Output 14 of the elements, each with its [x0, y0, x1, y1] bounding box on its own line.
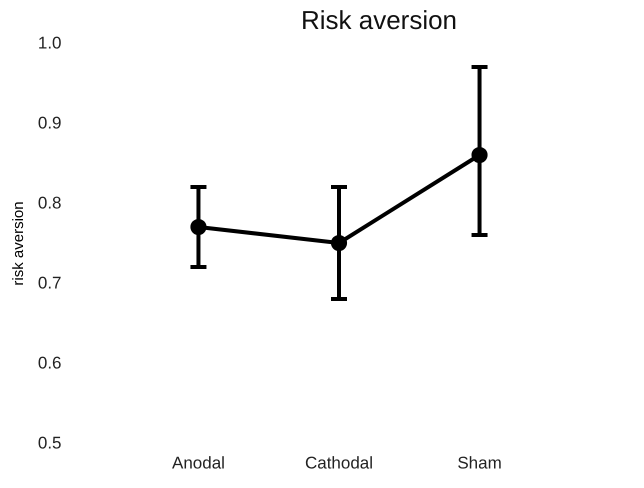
x-tick-label: Sham: [457, 454, 502, 472]
y-axis-title: risk aversion: [10, 201, 27, 286]
y-tick-label: 0.7: [38, 274, 62, 292]
y-tick-label: 0.8: [38, 194, 62, 212]
x-tick-label: Cathodal: [304, 454, 374, 472]
x-tick-label: Anodal: [172, 454, 225, 472]
y-tick-label: 0.5: [38, 434, 62, 452]
y-tick-label: 0.9: [38, 114, 62, 132]
point: [330, 234, 348, 252]
point: [471, 146, 488, 164]
point: [190, 218, 207, 236]
y-tick-label: 1.0: [38, 34, 62, 52]
chart-title: Risk aversion: [300, 5, 458, 35]
y-tick-label: 0.6: [38, 354, 62, 372]
